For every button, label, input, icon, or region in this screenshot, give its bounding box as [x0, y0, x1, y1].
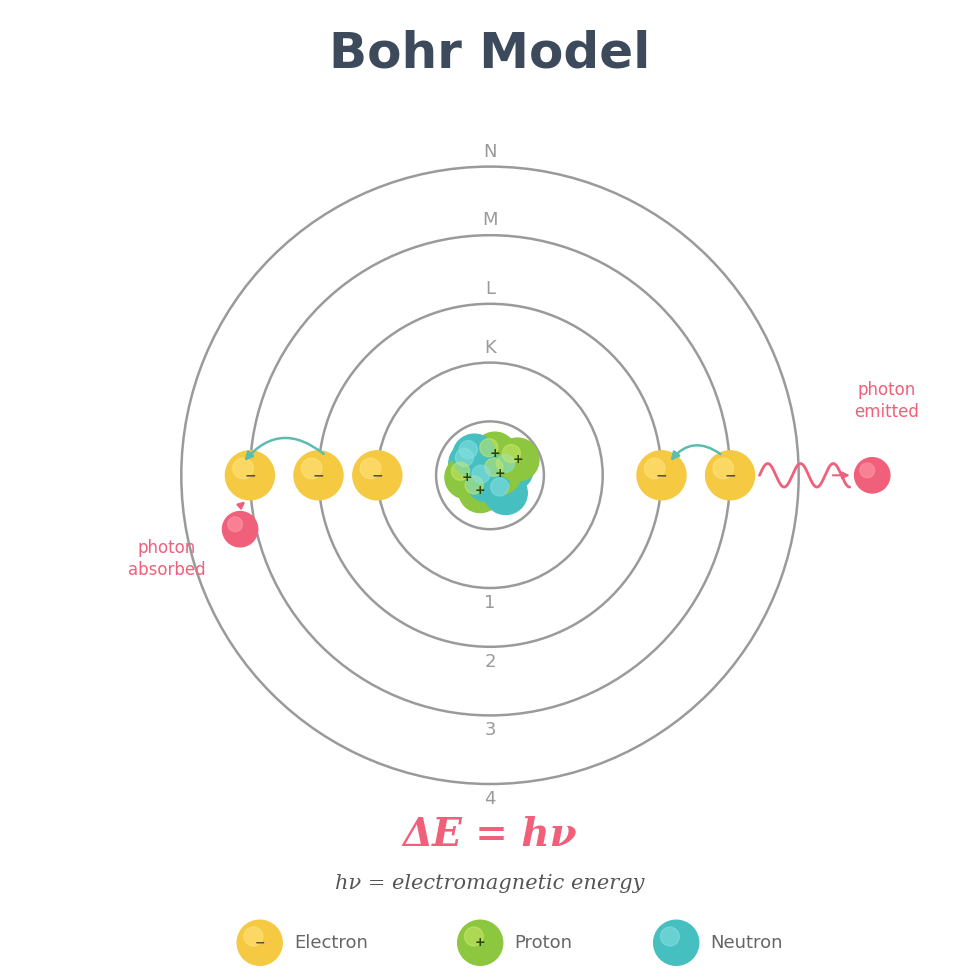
Text: photon
absorbed: photon absorbed	[127, 539, 206, 579]
Circle shape	[294, 451, 343, 500]
Circle shape	[706, 451, 755, 500]
Circle shape	[472, 466, 490, 483]
Circle shape	[859, 463, 875, 478]
Circle shape	[353, 451, 402, 500]
Text: ΔE = hν: ΔE = hν	[403, 816, 577, 854]
Text: +: +	[490, 447, 500, 461]
Circle shape	[466, 476, 483, 494]
Text: L: L	[485, 280, 495, 298]
Circle shape	[661, 927, 679, 946]
Circle shape	[244, 927, 263, 946]
Text: 1: 1	[484, 594, 496, 612]
Circle shape	[484, 471, 527, 514]
Text: +: +	[462, 470, 471, 484]
Text: Electron: Electron	[294, 934, 368, 952]
Circle shape	[302, 459, 321, 479]
Circle shape	[473, 432, 516, 475]
Circle shape	[460, 441, 477, 459]
Text: N: N	[483, 143, 497, 161]
Circle shape	[445, 456, 488, 499]
Text: +: +	[513, 453, 522, 466]
Circle shape	[497, 455, 514, 472]
Circle shape	[227, 516, 243, 532]
Circle shape	[361, 459, 380, 479]
Text: Bohr Model: Bohr Model	[329, 30, 651, 77]
Text: +: +	[475, 936, 485, 950]
Text: −: −	[656, 468, 667, 482]
Circle shape	[645, 459, 664, 479]
Circle shape	[459, 469, 502, 513]
Circle shape	[456, 449, 473, 466]
Text: photon
emitted: photon emitted	[855, 381, 919, 421]
Circle shape	[458, 920, 503, 965]
Text: 4: 4	[484, 790, 496, 808]
Circle shape	[713, 459, 734, 479]
Text: −: −	[244, 468, 256, 482]
Text: 2: 2	[484, 653, 496, 670]
Text: Neutron: Neutron	[710, 934, 783, 952]
Circle shape	[855, 458, 890, 493]
Circle shape	[465, 927, 483, 946]
Circle shape	[654, 920, 699, 965]
Circle shape	[453, 434, 496, 477]
Text: −: −	[371, 468, 383, 482]
Circle shape	[496, 438, 539, 481]
Text: K: K	[484, 339, 496, 357]
Circle shape	[491, 478, 509, 496]
Circle shape	[225, 451, 274, 500]
Text: −: −	[255, 936, 265, 950]
Text: Proton: Proton	[514, 934, 572, 952]
Text: M: M	[482, 212, 498, 229]
Circle shape	[237, 920, 282, 965]
Circle shape	[233, 459, 253, 479]
Text: −: −	[724, 468, 736, 482]
Text: hν = electromagnetic energy: hν = electromagnetic energy	[335, 874, 645, 894]
Circle shape	[490, 448, 533, 491]
Circle shape	[478, 452, 521, 495]
Circle shape	[449, 442, 492, 485]
Text: +: +	[475, 484, 485, 498]
Circle shape	[480, 439, 498, 457]
Text: +: +	[495, 466, 505, 480]
Text: −: −	[313, 468, 324, 482]
Circle shape	[503, 445, 520, 463]
Circle shape	[637, 451, 686, 500]
Circle shape	[222, 512, 258, 547]
Circle shape	[466, 459, 509, 502]
Text: 3: 3	[484, 721, 496, 739]
Circle shape	[485, 459, 503, 476]
Circle shape	[452, 463, 469, 480]
